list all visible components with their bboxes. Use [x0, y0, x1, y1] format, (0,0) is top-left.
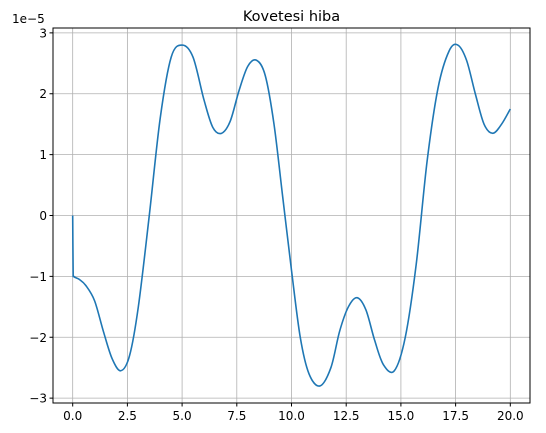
x-tick-label: 20.0 [497, 409, 524, 423]
y-tick-label: 0 [39, 209, 47, 223]
x-tick-label: 17.5 [442, 409, 469, 423]
y-tick-label: 3 [39, 26, 47, 40]
series-line-0 [71, 43, 512, 387]
axis-ticks: 0.0 2.5 5.0 7.5 10.0 12.5 15.0 17.5 20.0 −3 −2 −1 0 1… [29, 26, 523, 423]
x-tick-label: 2.5 [118, 409, 137, 423]
x-tick-label: 12.5 [333, 409, 360, 423]
y-tick-label: 1 [39, 148, 47, 162]
y-axis-offset-label: 1e−5 [12, 12, 45, 26]
x-tick-label: 5.0 [173, 409, 192, 423]
chart-title: Kovetesi hiba [243, 9, 340, 25]
x-tick-label: 0.0 [63, 409, 82, 423]
y-tick-label: −2 [29, 331, 47, 345]
y-tick-label: −1 [29, 270, 47, 284]
series-layer [71, 43, 512, 387]
x-tick-label: 15.0 [388, 409, 415, 423]
x-tick-label: 7.5 [227, 409, 246, 423]
y-tick-label: 2 [39, 87, 47, 101]
grid [53, 28, 530, 403]
x-tick-label: 10.0 [278, 409, 305, 423]
y-tick-label: −3 [29, 392, 47, 406]
plot-frame [52, 27, 531, 404]
